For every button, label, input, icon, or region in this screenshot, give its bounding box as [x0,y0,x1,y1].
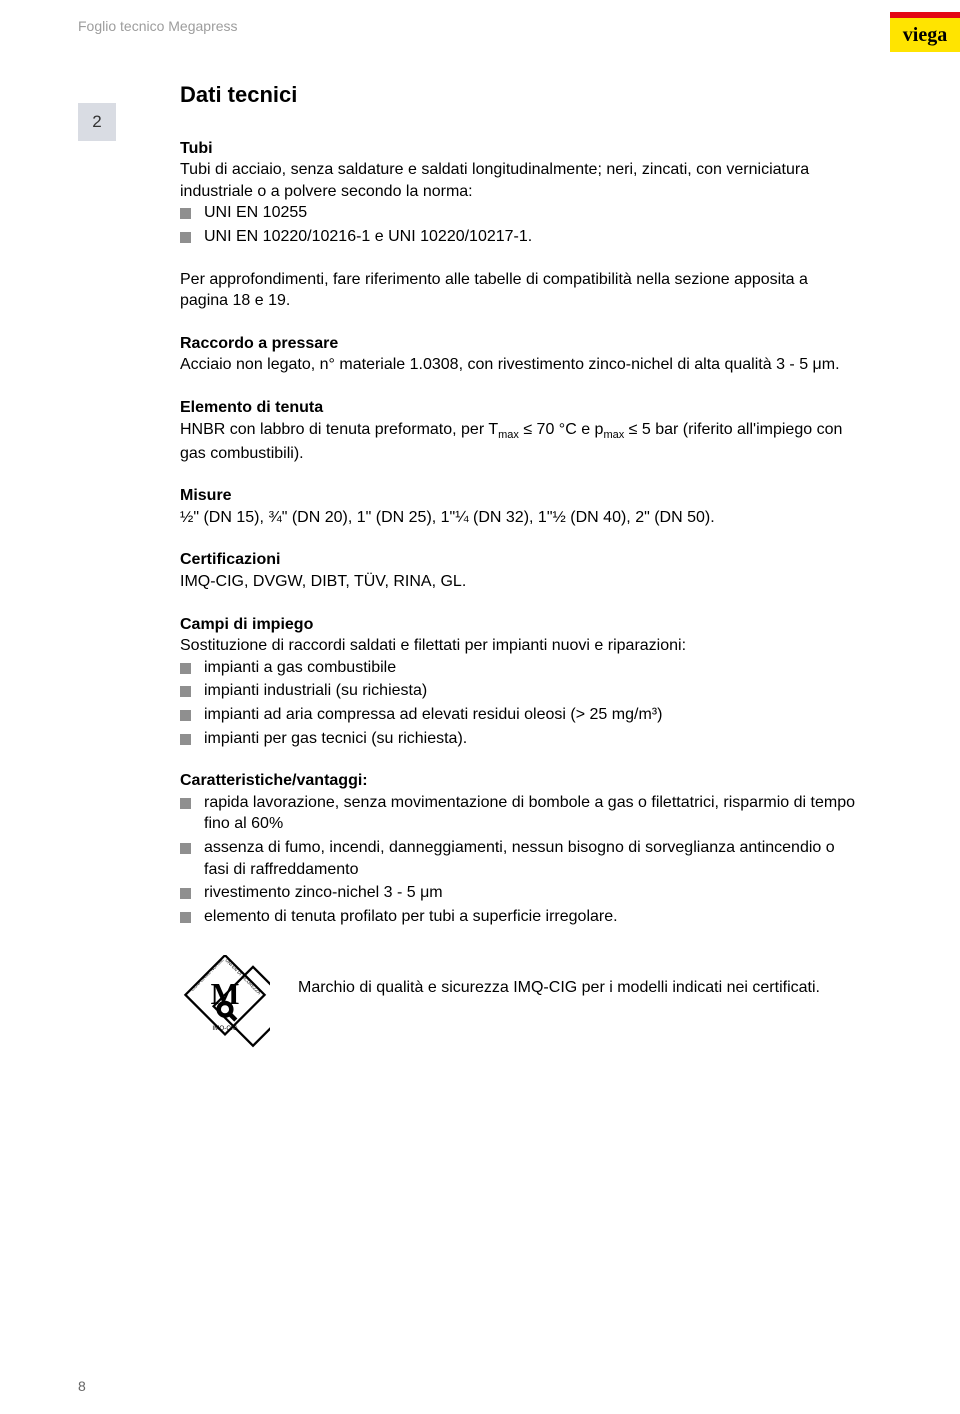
tenuta-heading: Elemento di tenuta [180,397,860,419]
caratteristiche-bullets: rapida lavorazione, senza movimentazione… [180,792,860,928]
main-title: Dati tecnici [180,80,860,110]
tubi-footnote: Per approfondimenti, fare riferimento al… [180,269,860,312]
section-campi: Campi di impiego Sostituzione di raccord… [180,614,860,750]
list-item: UNI EN 10255 [180,202,860,224]
list-item: rapida lavorazione, senza movimentazione… [180,792,860,835]
raccordo-text: Acciaio non legato, n° materiale 1.0308,… [180,354,860,376]
misure-heading: Misure [180,485,860,507]
section-tenuta: Elemento di tenuta HNBR con labbro di te… [180,397,860,464]
section-misure: Misure ½" (DN 15), ¾" (DN 20), 1" (DN 25… [180,485,860,528]
section-caratteristiche: Caratteristiche/vantaggi: rapida lavoraz… [180,770,860,927]
caratteristiche-heading: Caratteristiche/vantaggi: [180,770,860,792]
tubi-bullets: UNI EN 10255 UNI EN 10220/10216-1 e UNI … [180,202,860,247]
imq-cert-icon: CONFORME NORME UNI-EN DI SICUREZZA M IMQ… [180,955,270,1066]
certificazioni-text: IMQ-CIG, DVGW, DIBT, TÜV, RINA, GL. [180,571,860,593]
list-item: UNI EN 10220/10216-1 e UNI 10220/10217-1… [180,226,860,248]
campi-bullets: impianti a gas combustibile impianti ind… [180,657,860,749]
list-item: impianti per gas tecnici (su richiesta). [180,728,860,750]
tubi-heading: Tubi [180,138,860,160]
tubi-text: Tubi di acciaio, senza saldature e salda… [180,159,860,202]
section-tubi: Tubi Tubi di acciaio, senza saldature e … [180,138,860,312]
raccordo-heading: Raccordo a pressare [180,333,860,355]
page-number: 8 [78,1378,86,1394]
list-item: impianti a gas combustibile [180,657,860,679]
list-item: impianti industriali (su richiesta) [180,680,860,702]
svg-text:M: M [211,977,240,1011]
section-certificazioni: Certificazioni IMQ-CIG, DVGW, DIBT, TÜV,… [180,549,860,592]
logo-text: viega [890,18,960,52]
certificazioni-heading: Certificazioni [180,549,860,571]
campi-heading: Campi di impiego [180,614,860,636]
content-area: Dati tecnici Tubi Tubi di acciaio, senza… [180,80,860,1066]
logo: viega [890,12,960,52]
tenuta-text: HNBR con labbro di tenuta preformato, pe… [180,419,860,465]
cert-mark-text: Marchio di qualità e sicurezza IMQ-CIG p… [298,955,820,999]
campi-intro: Sostituzione di raccordi saldati e filet… [180,635,860,657]
list-item: assenza di fumo, incendi, danneggiamenti… [180,837,860,880]
section-raccordo: Raccordo a pressare Acciaio non legato, … [180,333,860,376]
section-tab: 2 [78,103,116,141]
list-item: impianti ad aria compressa ad elevati re… [180,704,860,726]
header-title: Foglio tecnico Megapress [78,18,238,34]
svg-text:IMQ-CIG: IMQ-CIG [212,1025,237,1032]
section-cert-mark: CONFORME NORME UNI-EN DI SICUREZZA M IMQ… [180,955,860,1066]
list-item: rivestimento zinco-nichel 3 - 5 μm [180,882,860,904]
list-item: elemento di tenuta profilato per tubi a … [180,906,860,928]
misure-text: ½" (DN 15), ¾" (DN 20), 1" (DN 25), 1"¼ … [180,507,860,529]
